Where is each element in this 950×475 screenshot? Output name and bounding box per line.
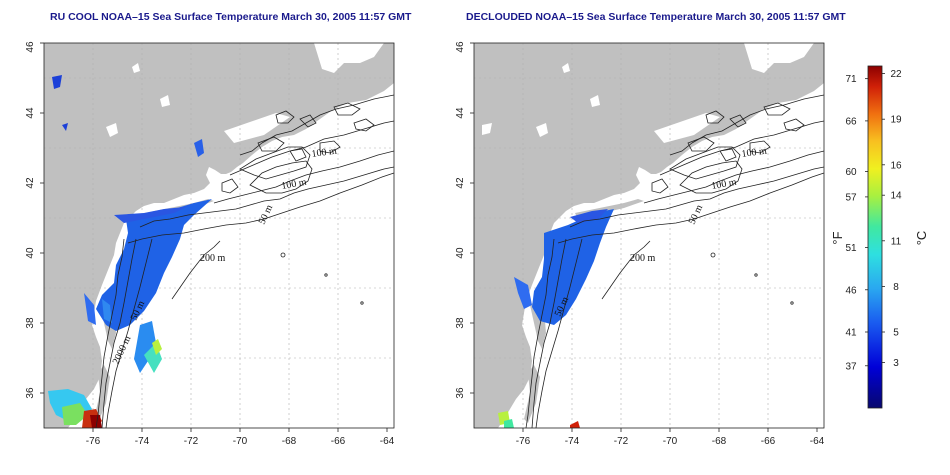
right-lon-tick: -70 [663,436,678,447]
colorbar: 22 19 16 14 11 8 5 3 71 66 60 57 51 46 41 37 °F °C [830,65,929,409]
colorbar-celsius-tick: 3 [893,358,899,369]
right-lat-tick-labels: 36 38 40 42 44 46 [455,41,466,399]
left-lat-tick: 46 [25,41,36,53]
left-lat-tick: 40 [25,247,36,259]
colorbar-celsius-tick: 5 [893,328,899,339]
left-lat-tick: 38 [25,317,36,329]
colorbar-fahrenheit-tick: 51 [845,243,857,254]
colorbar-fahrenheit-tick: 66 [845,116,857,127]
contour-label-100m-a: 100 m [311,146,338,160]
left-lat-tick-labels: 36 38 40 42 44 46 [25,41,36,399]
left-lat-tick: 44 [25,107,36,119]
right-lon-tick: -72 [614,436,629,447]
colorbar-celsius-tick: 16 [890,160,902,171]
left-lat-tick: 36 [25,387,36,399]
colorbar-celsius-tick: 19 [890,115,902,126]
right-map-panel: 100 m 100 m 50 m 200 m 50 m [473,42,825,429]
right-lon-tick: -76 [516,436,531,447]
right-lat-tick: 36 [455,387,466,399]
colorbar-fahrenheit-tick: 41 [845,328,857,339]
left-lon-tick: -66 [331,436,346,447]
right-map-frame [473,42,825,429]
right-lon-tick: -74 [565,436,580,447]
right-lat-tick: 46 [455,41,466,53]
left-lat-tick: 42 [25,177,36,189]
colorbar-gradient [867,65,883,409]
colorbar-celsius-tick: 22 [890,69,902,80]
contour-label-100m-b: 100 m [711,177,738,192]
right-panel-title: DECLOUDED NOAA–15 Sea Surface Temperatur… [466,11,846,23]
colorbar-celsius-label: °C [914,231,929,246]
left-map-panel: 100 m 100 m 50 m 200 m 50 m 2000 m [43,42,395,429]
right-lon-tick: -64 [810,436,825,447]
right-lat-tick: 40 [455,247,466,259]
right-sst-field [482,123,614,428]
colorbar-fahrenheit-tick: 37 [845,361,857,372]
colorbar-fahrenheit-tick: 60 [845,167,857,178]
colorbar-fahrenheit-tick: 71 [845,74,857,85]
left-axes [40,42,388,432]
left-panel-title: RU COOL NOAA–15 Sea Surface Temperature … [50,11,412,23]
left-lon-tick: -74 [135,436,150,447]
left-lon-tick: -76 [86,436,101,447]
right-lon-tick-labels: -76 -74 -72 -70 -68 -66 -64 [516,436,825,447]
left-map-frame [43,42,395,429]
right-axes [470,42,818,432]
left-lon-tick-labels: -76 -74 -72 -70 -68 -66 -64 [86,436,395,447]
right-lon-tick: -66 [761,436,776,447]
left-lon-tick: -72 [184,436,199,447]
contour-label-100m-b: 100 m [281,177,308,192]
left-lon-tick: -64 [380,436,395,447]
contour-label-100m-a: 100 m [741,146,768,160]
colorbar-celsius-tick: 14 [890,191,902,202]
right-lat-tick: 38 [455,317,466,329]
colorbar-celsius-tick: 8 [893,282,899,293]
contour-label-200m: 200 m [630,253,656,264]
right-lon-tick: -68 [712,436,727,447]
right-lat-tick: 42 [455,177,466,189]
colorbar-fahrenheit-label: °F [830,231,845,244]
colorbar-fahrenheit-tick: 57 [845,192,857,203]
right-lat-tick: 44 [455,107,466,119]
left-lon-tick: -70 [233,436,248,447]
left-lon-tick: -68 [282,436,297,447]
contour-label-200m: 200 m [200,253,226,264]
colorbar-fahrenheit-tick: 46 [845,285,857,296]
colorbar-celsius-tick: 11 [891,236,902,247]
